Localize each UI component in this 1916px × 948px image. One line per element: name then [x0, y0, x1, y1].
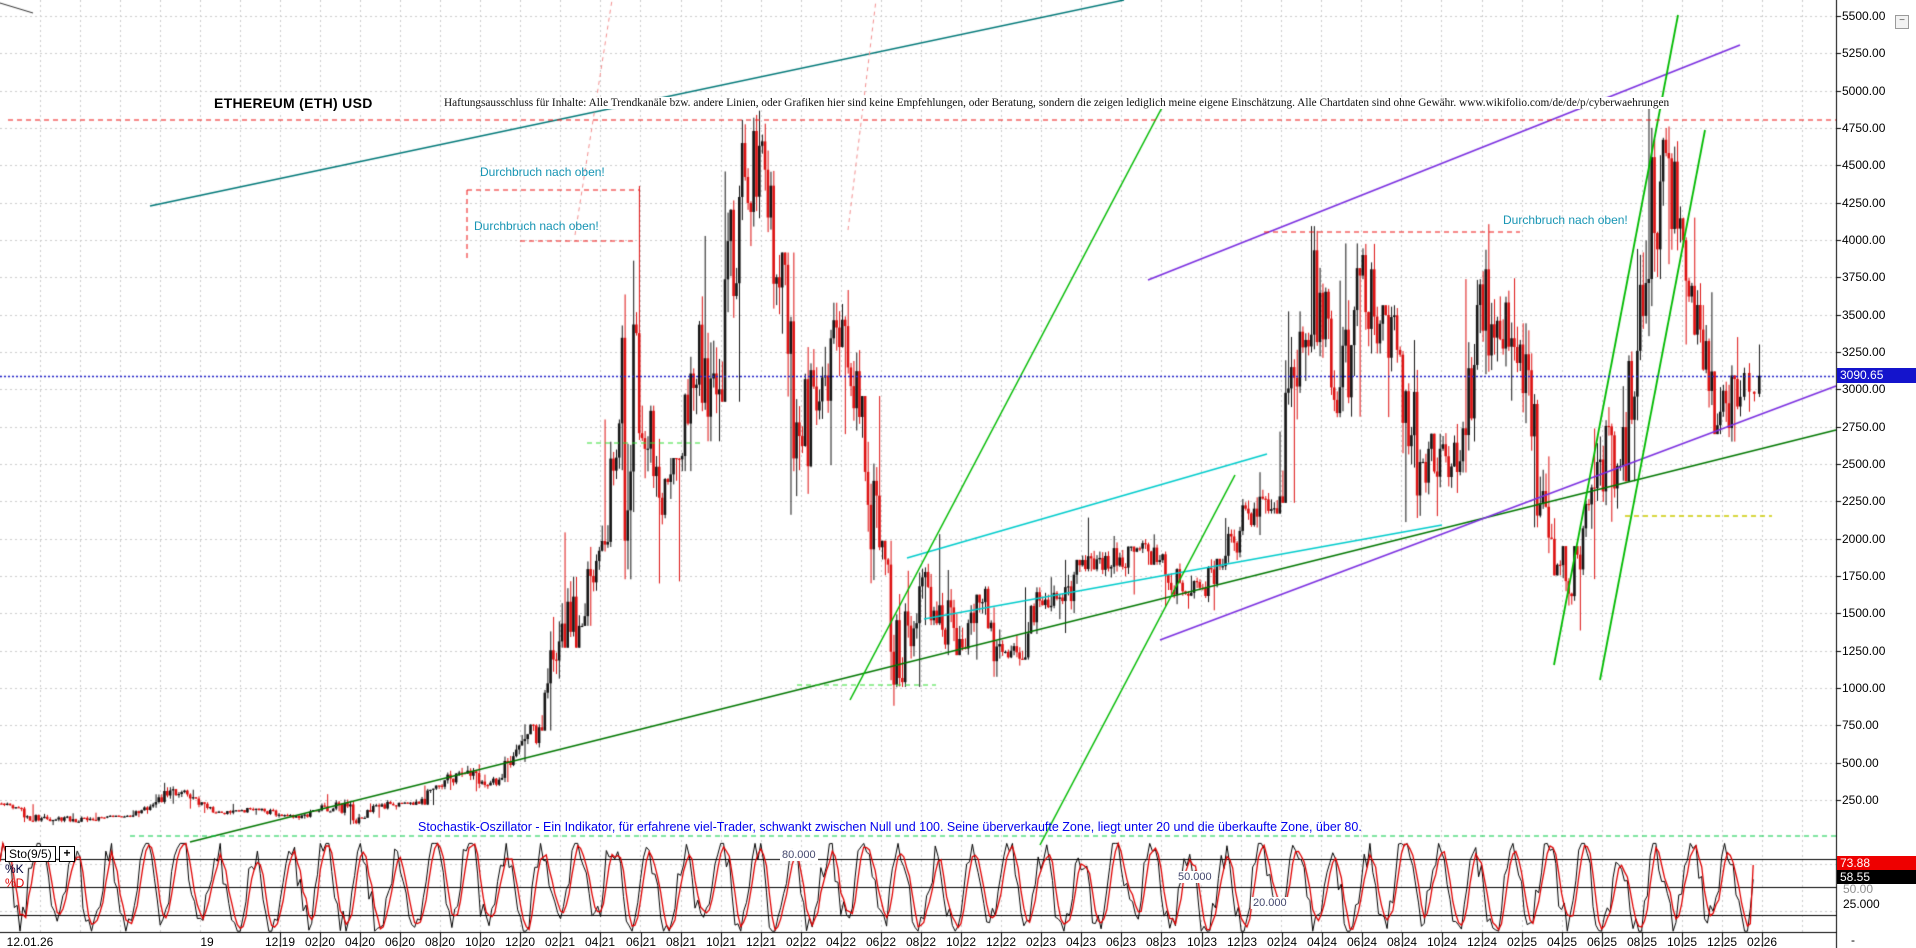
time-tick-label: 06.25 — [1586, 935, 1618, 948]
time-tick-label: 12.21 — [745, 935, 777, 948]
time-tick-label: 08.22 — [905, 935, 937, 948]
stochastic-d-label: %D — [5, 876, 25, 890]
time-tick-label: 10.25 — [1666, 935, 1698, 948]
oscillator-scale-25: 25.000 — [1843, 897, 1880, 911]
stochastic-k-label: %K — [5, 862, 24, 876]
time-tick-label: 08.24 — [1386, 935, 1418, 948]
time-tick-label: 02.21 — [544, 935, 576, 948]
indicator-add-button[interactable]: + — [59, 846, 75, 862]
price-tick-label: 4500.00 — [1842, 158, 1886, 173]
price-tick-label: 4250.00 — [1842, 195, 1886, 210]
time-tick-label: 04.23 — [1065, 935, 1097, 948]
breakout-annotation-2: Durchbruch nach oben! — [474, 219, 599, 233]
time-tick-label: 12.23 — [1226, 935, 1258, 948]
time-tick-label: 06.20 — [384, 935, 416, 948]
stochastic-d-value-badge: 73.88 — [1837, 856, 1916, 870]
time-axis-end-dash: - — [1851, 933, 1855, 947]
breakout-annotation-1: Durchbruch nach oben! — [480, 165, 605, 179]
price-tick-label: 1250.00 — [1842, 643, 1886, 658]
time-tick-label: 10.23 — [1186, 935, 1218, 948]
indicator-settings-button[interactable]: Sto(9/5) — [5, 846, 56, 862]
time-tick-label: 02.25 — [1506, 935, 1538, 948]
time-tick-label: 04.24 — [1306, 935, 1338, 948]
time-tick-label: 19 — [200, 935, 214, 948]
time-tick-label: 04.21 — [584, 935, 616, 948]
time-tick-label: 10.22 — [945, 935, 977, 948]
price-tick-label: 2250.00 — [1842, 494, 1886, 509]
price-tick-label: 1500.00 — [1842, 606, 1886, 621]
price-tick-label: 2000.00 — [1842, 531, 1886, 546]
oscillator-level-80-label: 80.000 — [780, 849, 818, 861]
time-tick-label: 12.20 — [504, 935, 536, 948]
price-tick-label: 3750.00 — [1842, 270, 1886, 285]
time-tick-label: 06.22 — [865, 935, 897, 948]
time-tick-label: 02.20 — [304, 935, 336, 948]
price-tick-label: 5250.00 — [1842, 46, 1886, 61]
breakout-annotation-3: Durchbruch nach oben! — [1503, 213, 1628, 227]
time-tick-label: 02.22 — [785, 935, 817, 948]
stochastic-description: Stochastik-Oszillator - Ein Indikator, f… — [418, 820, 1362, 834]
price-tick-label: 1000.00 — [1842, 680, 1886, 695]
time-tick-label: 06.21 — [625, 935, 657, 948]
time-tick-label: 08.23 — [1145, 935, 1177, 948]
price-tick-label: 500.00 — [1842, 755, 1879, 770]
time-tick-label: 02.26 — [1746, 935, 1778, 948]
time-tick-label: 06.23 — [1105, 935, 1137, 948]
price-tick-label: 5000.00 — [1842, 83, 1886, 98]
chart-title: ETHEREUM (ETH) USD — [208, 94, 379, 112]
time-tick-label: 10.21 — [705, 935, 737, 948]
price-tick-label: 4000.00 — [1842, 232, 1886, 247]
time-tick-label: 08.25 — [1626, 935, 1658, 948]
price-tick-label: 2500.00 — [1842, 456, 1886, 471]
time-tick-label: 12.01.26 — [6, 935, 54, 948]
time-tick-label: 02.23 — [1025, 935, 1057, 948]
price-tick-label: 3000.00 — [1842, 382, 1886, 397]
price-tick-label: 3250.00 — [1842, 344, 1886, 359]
collapse-panel-button[interactable]: − — [1895, 15, 1909, 29]
price-tick-label: 4750.00 — [1842, 120, 1886, 135]
time-tick-label: 08.21 — [665, 935, 697, 948]
time-tick-label: 06.24 — [1346, 935, 1378, 948]
time-tick-label: 10.20 — [464, 935, 496, 948]
disclaimer-text: Haftungsausschluss für Inhalte: Alle Tre… — [444, 97, 1670, 109]
time-tick-label: 02.24 — [1266, 935, 1298, 948]
time-tick-label: 12.24 — [1466, 935, 1498, 948]
stochastic-k-value-badge: 58.55 — [1837, 870, 1916, 884]
time-tick-label: 04.25 — [1546, 935, 1578, 948]
oscillator-scale-50: 50.00 — [1843, 882, 1874, 896]
time-tick-label: 12.19 — [264, 935, 296, 948]
price-tick-label: 2750.00 — [1842, 419, 1886, 434]
price-tick-label: 3500.00 — [1842, 307, 1886, 322]
oscillator-level-20-label: 20.000 — [1251, 897, 1289, 909]
oscillator-level-50-label: 50.000 — [1176, 871, 1214, 883]
time-tick-label: 12.25 — [1706, 935, 1738, 948]
price-tick-label: 1750.00 — [1842, 568, 1886, 583]
price-tick-label: 5500.00 — [1842, 9, 1886, 23]
time-tick-label: 04.20 — [344, 935, 376, 948]
time-tick-label: 12.22 — [985, 935, 1017, 948]
time-tick-label: 10.24 — [1426, 935, 1458, 948]
time-tick-label: 08.20 — [424, 935, 456, 948]
price-tick-label: 750.00 — [1842, 718, 1879, 733]
price-tick-label: 250.00 — [1842, 792, 1879, 807]
time-tick-label: 04.22 — [825, 935, 857, 948]
current-price-badge: 3090.65 — [1837, 368, 1916, 383]
